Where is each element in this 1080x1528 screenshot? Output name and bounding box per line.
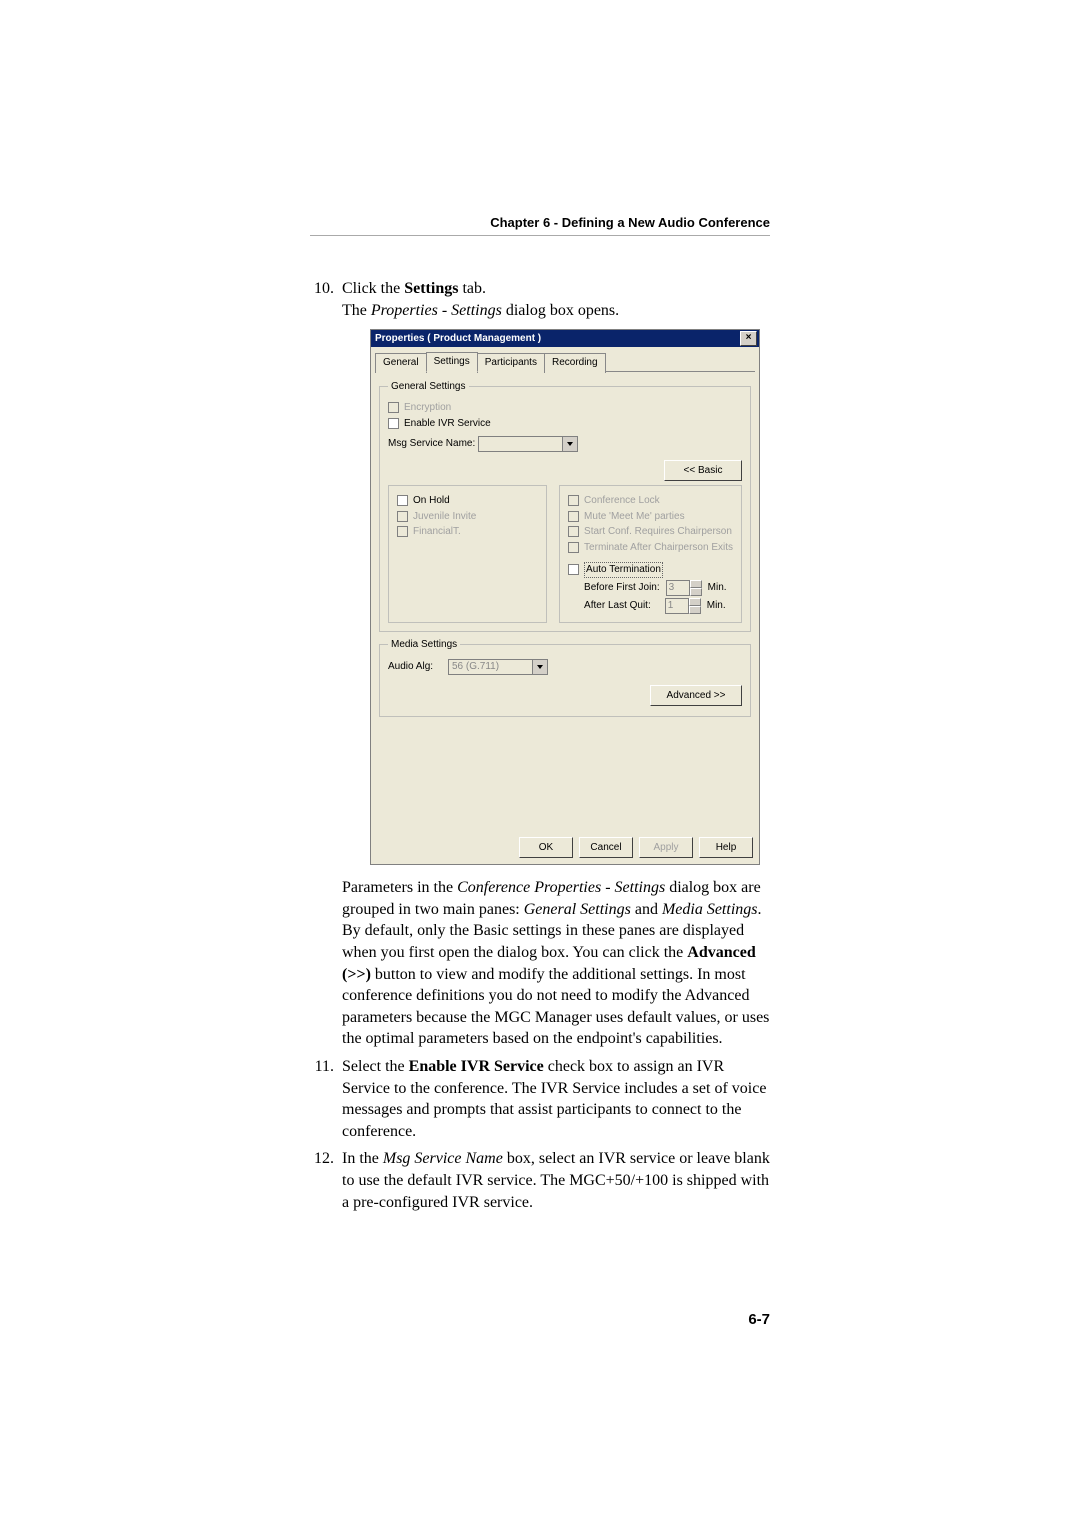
advanced-button[interactable]: Advanced >> bbox=[650, 685, 742, 706]
audio-alg-label: Audio Alg: bbox=[388, 660, 448, 674]
header-rule bbox=[310, 235, 770, 236]
spinner-arrows-icon bbox=[689, 598, 701, 614]
msg-service-combo[interactable] bbox=[478, 436, 578, 452]
text-bold: Settings bbox=[404, 280, 458, 297]
spacer bbox=[379, 723, 751, 823]
dialog-titlebar: Properties ( Product Management ) × bbox=[371, 330, 759, 347]
explanatory-paragraph: Parameters in the Conference Properties … bbox=[342, 877, 770, 1050]
encryption-label: Encryption bbox=[404, 401, 451, 415]
after-value: 1 bbox=[665, 598, 689, 614]
general-settings-group: General Settings Encryption Enable IVR S… bbox=[379, 380, 751, 632]
enable-ivr-row: Enable IVR Service bbox=[388, 417, 742, 431]
before-value: 3 bbox=[666, 580, 690, 596]
inner-columns: On Hold Juvenile Invite FinancialT. Conf… bbox=[388, 485, 742, 623]
terminate-label: Terminate After Chairperson Exits bbox=[584, 541, 733, 555]
audio-alg-row: Audio Alg: 56 (G.711) bbox=[388, 659, 742, 675]
text-italic: Properties - Settings bbox=[371, 302, 502, 319]
conference-lock-checkbox bbox=[568, 495, 579, 506]
msg-service-label: Msg Service Name: bbox=[388, 437, 478, 451]
financial-label: FinancialT. bbox=[413, 525, 461, 539]
tab-general[interactable]: General bbox=[375, 353, 427, 373]
step-10: Click the Settings tab. The Properties -… bbox=[338, 278, 770, 1050]
juvenile-invite-label: Juvenile Invite bbox=[413, 510, 476, 524]
text: Click the bbox=[342, 280, 404, 297]
page-number: 6-7 bbox=[748, 1311, 770, 1328]
media-settings-group: Media Settings Audio Alg: 56 (G.711) bbox=[379, 638, 751, 718]
mute-meet-checkbox bbox=[568, 511, 579, 522]
step-12: In the Msg Service Name box, select an I… bbox=[338, 1148, 770, 1213]
on-hold-checkbox[interactable] bbox=[397, 495, 408, 506]
text: The bbox=[342, 302, 371, 319]
encryption-row: Encryption bbox=[388, 401, 742, 415]
media-settings-legend: Media Settings bbox=[388, 638, 460, 652]
page-content: Click the Settings tab. The Properties -… bbox=[310, 278, 770, 1217]
start-conf-checkbox bbox=[568, 526, 579, 537]
dialog-title: Properties ( Product Management ) bbox=[375, 330, 541, 347]
step-11: Select the Enable IVR Service check box … bbox=[338, 1056, 770, 1142]
audio-alg-value: 56 (G.711) bbox=[452, 660, 499, 674]
after-last-quit-label: After Last Quit: bbox=[584, 599, 651, 613]
min-label: Min. bbox=[707, 599, 726, 613]
audio-alg-combo[interactable]: 56 (G.711) bbox=[448, 659, 548, 675]
enable-ivr-label: Enable IVR Service bbox=[404, 417, 491, 431]
spinner-arrows-icon bbox=[690, 580, 702, 596]
text-italic: Media Settings bbox=[662, 901, 758, 918]
text-bold: Enable IVR Service bbox=[409, 1058, 544, 1075]
chapter-header: Chapter 6 - Defining a New Audio Confere… bbox=[490, 215, 770, 230]
text: tab. bbox=[458, 280, 486, 297]
instruction-list: Click the Settings tab. The Properties -… bbox=[310, 278, 770, 1213]
document-page: Chapter 6 - Defining a New Audio Confere… bbox=[0, 0, 1080, 1528]
right-options-panel: Conference Lock Mute 'Meet Me' parties S… bbox=[559, 485, 742, 623]
encryption-checkbox bbox=[388, 402, 399, 413]
tab-participants[interactable]: Participants bbox=[477, 353, 545, 373]
basic-button[interactable]: << Basic bbox=[664, 460, 742, 481]
text: and bbox=[631, 901, 662, 918]
chevron-down-icon bbox=[532, 660, 547, 674]
advanced-row: Advanced >> bbox=[388, 685, 742, 706]
left-options-panel: On Hold Juvenile Invite FinancialT. bbox=[388, 485, 547, 623]
close-button[interactable]: × bbox=[740, 331, 757, 346]
cancel-button[interactable]: Cancel bbox=[579, 837, 633, 858]
help-button[interactable]: Help bbox=[699, 837, 753, 858]
chevron-down-icon bbox=[562, 437, 577, 451]
after-last-quit-spinner[interactable]: 1 bbox=[665, 598, 701, 614]
dialog-body: General Settings Encryption Enable IVR S… bbox=[371, 372, 759, 832]
tab-settings[interactable]: Settings bbox=[426, 352, 478, 372]
text-italic: General Settings bbox=[524, 901, 631, 918]
msg-service-row: Msg Service Name: bbox=[388, 436, 742, 452]
text: In the bbox=[342, 1150, 383, 1167]
auto-termination-label: Auto Termination bbox=[584, 562, 663, 578]
min-label: Min. bbox=[708, 581, 727, 595]
tab-strip: General Settings Participants Recording bbox=[375, 351, 755, 372]
financial-checkbox bbox=[397, 526, 408, 537]
general-settings-legend: General Settings bbox=[388, 380, 469, 394]
apply-button: Apply bbox=[639, 837, 693, 858]
terminate-checkbox bbox=[568, 542, 579, 553]
text: dialog box opens. bbox=[502, 302, 619, 319]
properties-dialog: Properties ( Product Management ) × Gene… bbox=[370, 329, 760, 865]
on-hold-label: On Hold bbox=[413, 494, 450, 508]
basic-button-row: << Basic bbox=[388, 460, 742, 481]
tab-recording[interactable]: Recording bbox=[544, 353, 606, 373]
text-italic: Msg Service Name bbox=[383, 1150, 503, 1167]
text: button to view and modify the additional… bbox=[342, 966, 769, 1048]
conference-lock-label: Conference Lock bbox=[584, 494, 660, 508]
auto-termination-checkbox[interactable] bbox=[568, 564, 579, 575]
text: Select the bbox=[342, 1058, 409, 1075]
juvenile-invite-checkbox bbox=[397, 511, 408, 522]
text: Parameters in the bbox=[342, 879, 457, 896]
dialog-footer: OK Cancel Apply Help bbox=[371, 831, 759, 864]
before-first-join-label: Before First Join: bbox=[584, 581, 660, 595]
enable-ivr-checkbox[interactable] bbox=[388, 418, 399, 429]
text-italic: Conference Properties - Settings bbox=[457, 879, 665, 896]
start-conf-label: Start Conf. Requires Chairperson bbox=[584, 525, 732, 539]
before-first-join-spinner[interactable]: 3 bbox=[666, 580, 702, 596]
mute-meet-label: Mute 'Meet Me' parties bbox=[584, 510, 685, 524]
ok-button[interactable]: OK bbox=[519, 837, 573, 858]
dialog-figure: Properties ( Product Management ) × Gene… bbox=[370, 329, 770, 865]
